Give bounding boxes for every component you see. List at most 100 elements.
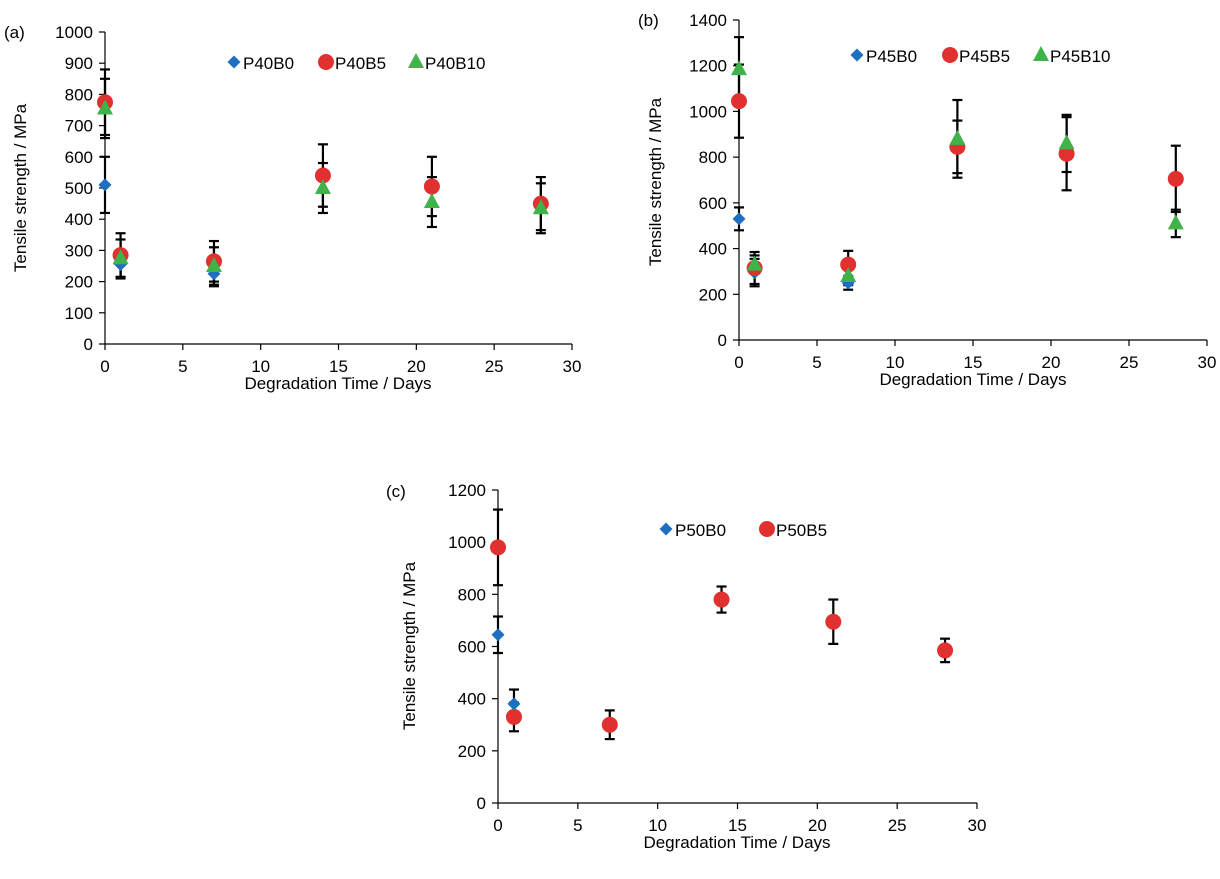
y-tick-label: 1000 xyxy=(448,533,486,552)
data-point-diamond xyxy=(491,628,505,642)
y-tick-label: 400 xyxy=(65,210,93,229)
legend-label: P40B10 xyxy=(425,54,486,73)
legend-label: P50B5 xyxy=(776,521,827,540)
x-tick-label: 25 xyxy=(888,816,907,835)
data-point-circle xyxy=(825,613,842,630)
legend-marker-triangle xyxy=(408,53,424,68)
legend-marker-triangle xyxy=(1033,46,1049,61)
y-tick-label: 400 xyxy=(699,240,727,259)
y-tick-label: 1400 xyxy=(689,11,727,30)
data-point-triangle xyxy=(949,129,966,145)
x-tick-label: 20 xyxy=(1042,353,1061,372)
data-point-circle xyxy=(601,716,618,733)
legend-label: P50B0 xyxy=(675,521,726,540)
panel-label: (b) xyxy=(638,11,659,30)
data-point-circle xyxy=(1058,145,1075,162)
x-tick-label: 30 xyxy=(563,357,582,376)
y-tick-label: 0 xyxy=(718,331,727,350)
legend-label: P45B0 xyxy=(866,47,917,66)
y-tick-label: 200 xyxy=(458,742,486,761)
data-point-triangle xyxy=(746,255,763,271)
y-tick-label: 0 xyxy=(477,794,486,813)
panel-label: (c) xyxy=(386,482,406,501)
x-tick-label: 10 xyxy=(648,816,667,835)
x-tick-label: 0 xyxy=(734,353,743,372)
data-point-circle xyxy=(937,642,954,659)
y-tick-label: 200 xyxy=(65,273,93,292)
x-tick-label: 30 xyxy=(1198,353,1217,372)
x-tick-label: 20 xyxy=(407,357,426,376)
x-tick-label: 15 xyxy=(329,357,348,376)
panel-c: 0 200 400 600 800 1000 1200 0 5 10 15 20 25 30 Degrada… xyxy=(386,481,986,852)
panel-label: (a) xyxy=(4,23,25,42)
y-tick-label: 1200 xyxy=(448,481,486,500)
y-tick-label: 600 xyxy=(699,194,727,213)
x-tick-label: 15 xyxy=(728,816,747,835)
legend-marker-diamond xyxy=(227,55,241,69)
y-tick-label: 1200 xyxy=(689,57,727,76)
y-tick-label: 0 xyxy=(84,335,93,354)
data-point-triangle xyxy=(731,60,747,76)
x-tick-label: 20 xyxy=(808,816,827,835)
y-tick-label: 800 xyxy=(699,148,727,167)
legend-marker-circle xyxy=(942,47,958,63)
data-point-triangle xyxy=(532,199,549,215)
x-tick-label: 10 xyxy=(886,353,905,372)
data-point-circle xyxy=(423,178,440,195)
data-point-circle xyxy=(490,539,506,556)
legend-marker-circle xyxy=(759,521,775,537)
x-tick-label: 25 xyxy=(485,357,504,376)
x-tick-label: 0 xyxy=(100,357,109,376)
x-tick-label: 0 xyxy=(493,816,502,835)
data-point-triangle xyxy=(314,179,331,194)
x-tick-label: 5 xyxy=(178,357,187,376)
data-point-diamond xyxy=(98,178,112,192)
y-axis-title: Tensile strength / MPa xyxy=(11,103,30,272)
y-tick-label: 800 xyxy=(65,85,93,104)
x-tick-label: 10 xyxy=(251,357,270,376)
y-tick-label: 400 xyxy=(458,690,486,709)
legend-marker-circle xyxy=(318,54,334,70)
data-point-circle xyxy=(505,708,522,725)
data-point-triangle xyxy=(423,193,440,209)
y-tick-label: 600 xyxy=(65,148,93,167)
y-tick-label: 1000 xyxy=(55,23,93,42)
y-axis-title: Tensile strength / MPa xyxy=(400,561,419,730)
y-tick-label: 200 xyxy=(699,285,727,304)
x-axis-title: Degradation Time / Days xyxy=(244,374,431,393)
data-point-circle xyxy=(713,591,730,608)
y-tick-label: 600 xyxy=(458,638,486,657)
data-point-triangle xyxy=(1167,214,1184,230)
data-point-triangle xyxy=(205,257,222,272)
x-axis-title: Degradation Time / Days xyxy=(643,833,830,852)
x-axis-title: Degradation Time / Days xyxy=(879,370,1066,389)
data-point-diamond xyxy=(507,697,521,711)
data-point-diamond xyxy=(732,212,746,226)
legend-label: P40B5 xyxy=(335,54,386,73)
data-point-triangle xyxy=(97,99,113,115)
x-tick-label: 15 xyxy=(964,353,983,372)
data-point-circle xyxy=(840,256,857,273)
legend-marker-diamond xyxy=(850,48,864,62)
panel-a: 0 100 200 300 400 500 600 700 800 900 1000 0 5 10 15 20… xyxy=(4,23,581,393)
y-tick-label: 800 xyxy=(458,585,486,604)
legend-label: P45B5 xyxy=(959,47,1010,66)
x-tick-label: 25 xyxy=(1120,353,1139,372)
data-point-circle xyxy=(1167,170,1184,187)
legend-marker-diamond xyxy=(659,522,673,536)
data-point-circle xyxy=(731,93,747,110)
panel-b: 0 200 400 600 800 1000 1200 1400 0 5 10 15 20 25 30 Deg… xyxy=(638,11,1216,389)
x-tick-label: 5 xyxy=(573,816,582,835)
y-tick-label: 300 xyxy=(65,241,93,260)
legend-label: P45B10 xyxy=(1050,47,1111,66)
data-point-circle xyxy=(314,167,331,184)
data-point-triangle xyxy=(112,249,129,265)
y-tick-label: 100 xyxy=(65,304,93,323)
y-tick-label: 700 xyxy=(65,117,93,136)
x-tick-label: 30 xyxy=(968,816,987,835)
y-axis-title: Tensile strength / MPa xyxy=(646,97,665,266)
y-tick-label: 1000 xyxy=(689,102,727,121)
y-tick-label: 900 xyxy=(65,54,93,73)
data-point-triangle xyxy=(1058,134,1075,150)
